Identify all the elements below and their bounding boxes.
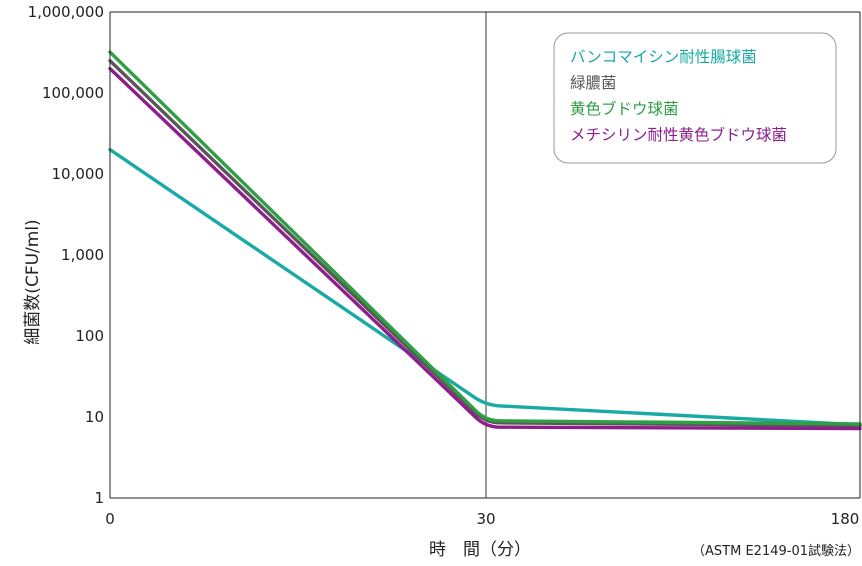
- x-tick-label: 180: [831, 510, 860, 528]
- y-axis-title: 細菌数(CFU/ml): [23, 219, 43, 344]
- series-line: [108, 147, 862, 427]
- legend-entry: メチシリン耐性黄色ブドウ球菌: [570, 125, 787, 144]
- x-tick-label: 0: [105, 510, 115, 528]
- y-tick-label: 1,000,000: [28, 3, 104, 21]
- legend-box: [553, 32, 837, 164]
- legend-entry: バンコマイシン耐性腸球菌: [570, 48, 757, 66]
- method-footnote: （ASTM E2149-01試験法）: [692, 543, 860, 559]
- x-tick-label: 30: [476, 510, 495, 528]
- y-tick-label: 100,000: [42, 84, 104, 102]
- y-tick-label: 1: [94, 489, 104, 507]
- legend-entry: 緑膿菌: [570, 74, 617, 92]
- y-tick-label: 10,000: [52, 165, 105, 183]
- y-tick-label: 10: [85, 408, 104, 426]
- y-tick-label: 100: [75, 327, 104, 345]
- legend-entry: 黄色ブドウ球菌: [570, 99, 679, 118]
- x-axis-title: 時 間（分）: [429, 540, 531, 560]
- y-tick-label: 1,000: [61, 246, 104, 264]
- series-line: [108, 50, 862, 426]
- series-line: [108, 66, 862, 431]
